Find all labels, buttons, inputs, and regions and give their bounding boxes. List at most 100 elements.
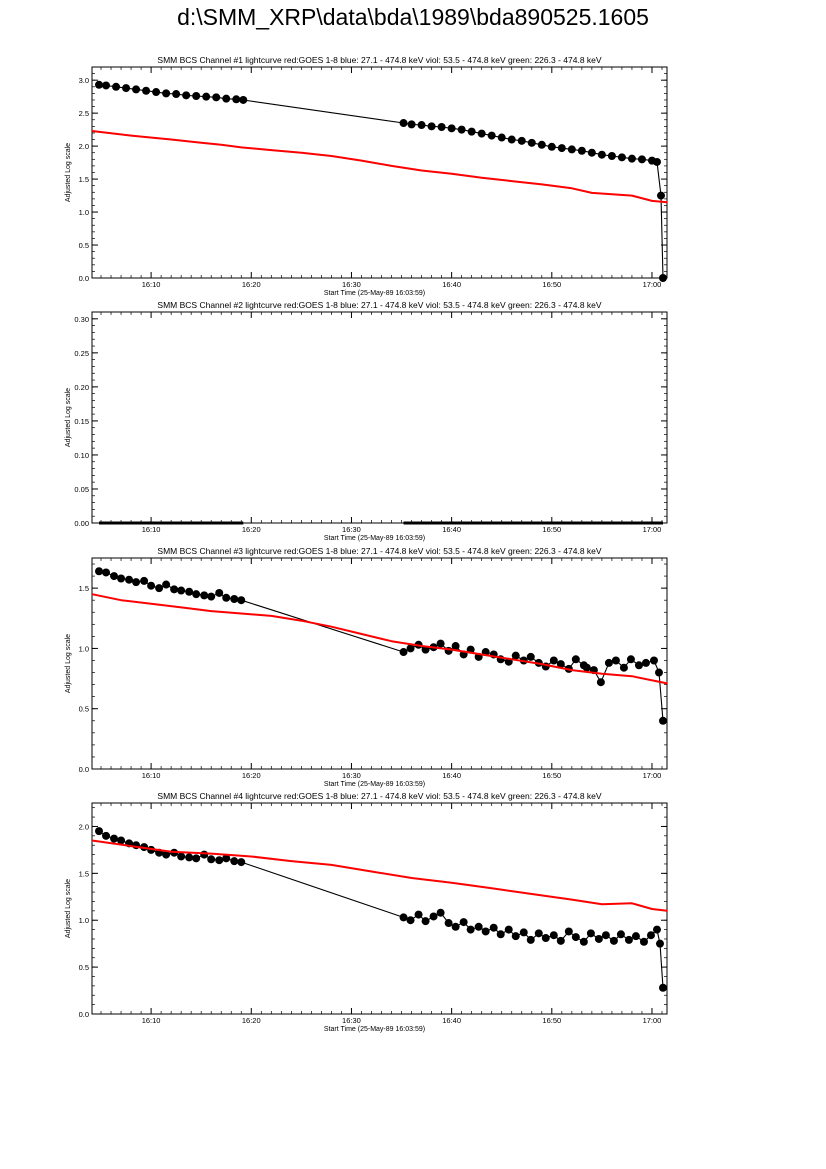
data-point <box>192 590 201 599</box>
x-tick-label: 16:50 <box>542 280 561 289</box>
data-point <box>547 142 556 151</box>
x-tick-label: 16:20 <box>242 771 261 780</box>
data-point <box>182 91 191 100</box>
data-point <box>571 655 580 664</box>
data-point <box>652 925 661 934</box>
data-point <box>658 716 667 725</box>
data-point <box>652 157 661 166</box>
data-point <box>222 94 231 103</box>
data-point <box>122 84 131 93</box>
data-point <box>537 140 546 149</box>
data-point <box>451 922 460 931</box>
chart-panel-2: SMM BCS Channel #2 lightcurve red:GOES 1… <box>65 300 668 542</box>
y-tick-label: 2.0 <box>79 822 89 831</box>
plot-frame <box>91 802 668 1015</box>
data-point <box>177 586 186 595</box>
data-point <box>507 135 516 144</box>
data-point <box>511 651 520 660</box>
x-tick-label: 16:40 <box>442 280 461 289</box>
chart-title: SMM BCS Channel #4 lightcurve red:GOES 1… <box>157 791 601 801</box>
data-point <box>489 923 498 932</box>
data-point <box>655 939 664 948</box>
data-point <box>152 88 161 97</box>
data-point <box>399 913 408 922</box>
data-point <box>232 95 241 104</box>
data-point <box>649 656 658 665</box>
data-point <box>451 642 460 651</box>
data-point <box>517 136 526 145</box>
plot-frame <box>91 557 668 770</box>
y-tick-label: 0.05 <box>74 485 89 494</box>
data-point <box>406 916 415 925</box>
data-point <box>556 660 565 669</box>
data-point <box>436 639 445 648</box>
y-tick-label: 0.30 <box>74 315 89 324</box>
y-tick-label: 0.0 <box>79 274 89 283</box>
data-point <box>549 931 558 940</box>
data-point <box>399 648 408 657</box>
data-point <box>117 574 126 583</box>
data-point <box>658 983 667 992</box>
data-point <box>577 146 586 155</box>
data-point <box>436 908 445 917</box>
y-tick-label: 1.0 <box>79 644 89 653</box>
data-point <box>474 922 483 931</box>
data-point <box>571 933 580 942</box>
chart-panel-1: SMM BCS Channel #1 lightcurve red:GOES 1… <box>65 55 668 297</box>
data-point <box>132 578 141 587</box>
x-axis-label: Start Time (25-May-89 16:03:59) <box>324 290 425 297</box>
data-point <box>656 191 665 200</box>
x-tick-label: 16:50 <box>542 525 561 534</box>
data-point <box>172 90 181 99</box>
data-point <box>230 857 239 866</box>
data-point <box>487 131 496 140</box>
data-point <box>466 925 475 934</box>
x-tick-label: 16:10 <box>142 525 161 534</box>
goes-series-line <box>91 130 668 204</box>
data-point <box>609 936 618 945</box>
data-point <box>142 86 151 95</box>
data-point <box>519 928 528 937</box>
data-point <box>427 122 436 131</box>
data-point <box>215 856 224 865</box>
x-tick-label: 16:40 <box>442 1016 461 1025</box>
y-tick-label: 1.5 <box>79 175 89 184</box>
x-tick-label: 16:40 <box>442 525 461 534</box>
data-point <box>631 932 640 941</box>
data-point <box>222 854 231 863</box>
data-point <box>587 148 596 157</box>
data-point <box>202 92 211 101</box>
data-point <box>579 937 588 946</box>
x-tick-label: 17:00 <box>643 771 662 780</box>
x-tick-label: 16:30 <box>342 771 361 780</box>
data-point <box>597 150 606 159</box>
x-tick-label: 16:10 <box>142 771 161 780</box>
x-tick-label: 16:20 <box>242 1016 261 1025</box>
x-tick-label: 16:30 <box>342 280 361 289</box>
data-point <box>162 89 171 98</box>
data-point <box>147 581 156 590</box>
data-point <box>212 93 221 102</box>
y-tick-label: 0.15 <box>74 417 89 426</box>
data-point <box>192 92 201 101</box>
data-point <box>200 850 209 859</box>
x-tick-label: 17:00 <box>643 280 662 289</box>
y-tick-label: 1.5 <box>79 869 89 878</box>
bcs-series-line <box>98 84 664 279</box>
data-point <box>596 678 605 687</box>
data-point <box>162 580 171 589</box>
x-tick-label: 17:00 <box>643 1016 662 1025</box>
data-point <box>467 127 476 136</box>
data-point <box>616 930 625 939</box>
data-point <box>185 853 194 862</box>
data-point <box>222 593 231 602</box>
data-point <box>497 133 506 142</box>
chart-title: SMM BCS Channel #1 lightcurve red:GOES 1… <box>157 55 601 65</box>
x-tick-label: 16:10 <box>142 280 161 289</box>
y-tick-label: 0.5 <box>79 241 89 250</box>
y-tick-label: 1.5 <box>79 584 89 593</box>
data-point <box>207 855 216 864</box>
x-tick-label: 16:40 <box>442 771 461 780</box>
data-point <box>594 934 603 943</box>
